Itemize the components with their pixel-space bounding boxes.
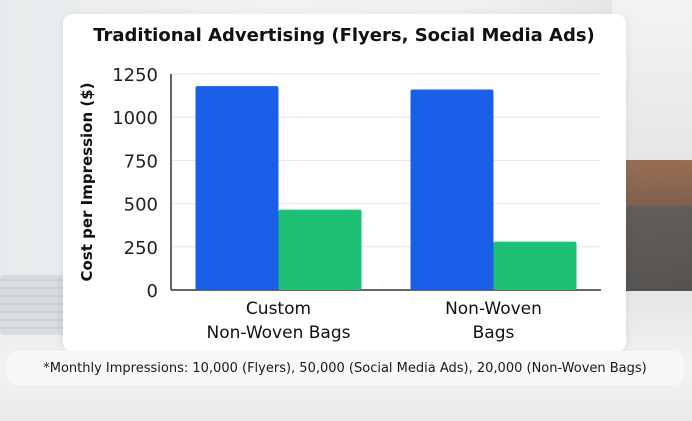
y-axis-label: Cost per Impression ($) bbox=[78, 82, 96, 281]
footnote: *Monthly Impressions: 10,000 (Flyers), 5… bbox=[6, 351, 684, 385]
y-tick-label: 1000 bbox=[112, 108, 158, 129]
bar-chart: Traditional Advertising (Flyers, Social … bbox=[78, 25, 601, 343]
y-tick-label: 500 bbox=[124, 195, 158, 216]
y-tick-label: 250 bbox=[124, 238, 158, 259]
bar bbox=[195, 86, 279, 290]
y-tick-label: 1250 bbox=[112, 65, 158, 86]
x-tick-label: Bags bbox=[473, 323, 515, 343]
chart-card: Traditional Advertising (Flyers, Social … bbox=[63, 14, 626, 352]
chart-title: Traditional Advertising (Flyers, Social … bbox=[93, 25, 595, 46]
bar bbox=[278, 209, 362, 290]
y-tick-label: 750 bbox=[124, 151, 158, 172]
bar bbox=[493, 241, 577, 290]
x-tick-label: Non-Woven Bags bbox=[207, 323, 351, 343]
background-shelf bbox=[622, 160, 692, 310]
background-keyboard bbox=[0, 275, 70, 335]
bar bbox=[410, 89, 494, 290]
x-tick-label: Custom bbox=[246, 299, 311, 319]
x-tick-label: Non-Woven bbox=[445, 299, 542, 319]
y-tick-label: 0 bbox=[147, 281, 158, 302]
